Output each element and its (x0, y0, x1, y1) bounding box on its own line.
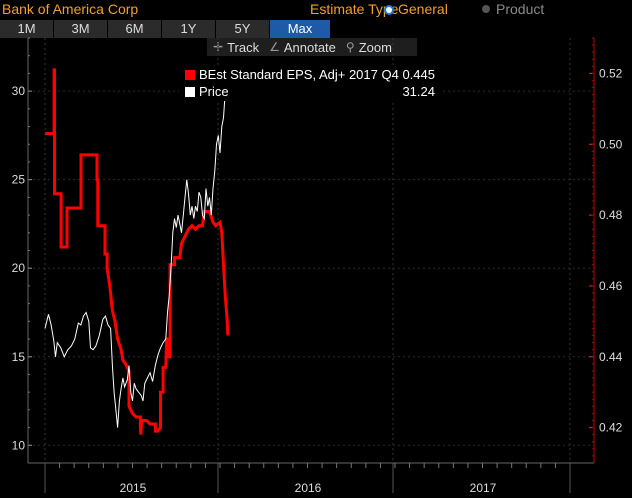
eps-series-line (45, 68, 230, 435)
legend-value-price: 31.24 (402, 84, 435, 99)
tab-max[interactable]: Max (270, 20, 331, 38)
track-button[interactable]: ✛ Track (213, 40, 259, 55)
crosshair-icon: ✛ (213, 40, 224, 54)
legend-item-price: Price 31.24 (185, 84, 435, 100)
chart-legend: BEst Standard EPS, Adj+ 2017 Q4 0.445 Pr… (179, 65, 441, 101)
radio-product-label: Product (496, 1, 545, 17)
radio-unselected-icon (482, 5, 490, 13)
legend-label-eps: BEst Standard EPS, Adj+ 2017 Q4 (199, 67, 399, 82)
x-axis-band (0, 463, 632, 498)
left-axis-tick-label: 30 (12, 84, 26, 98)
track-label: Track (227, 39, 260, 55)
tab-5y[interactable]: 5Y (216, 20, 270, 38)
annotate-label: Annotate (283, 39, 336, 55)
right-axis-tick-label: 0.52 (599, 66, 623, 80)
tab-1y[interactable]: 1Y (162, 20, 216, 38)
annotate-button[interactable]: ∠ Annotate (269, 40, 336, 55)
tab-6m[interactable]: 6M (108, 20, 162, 38)
left-axis-tick-label: 15 (12, 350, 26, 364)
legend-swatch-price (185, 87, 195, 97)
left-axis-tick-label: 25 (12, 173, 26, 187)
right-axis-tick-label: 0.50 (599, 137, 623, 151)
x-axis-year-label: 2017 (470, 481, 497, 495)
tab-1m[interactable]: 1M (0, 20, 54, 38)
right-axis-tick-label: 0.44 (599, 350, 623, 364)
legend-value-eps: 0.445 (402, 67, 435, 82)
tab-3m[interactable]: 3M (54, 20, 108, 38)
right-axis-tick-label: 0.48 (599, 208, 623, 222)
x-axis-year-label: 2015 (120, 481, 147, 495)
zoom-label: Zoom (358, 39, 392, 55)
range-tabs: 1M 3M 6M 1Y 5Y Max (0, 20, 632, 38)
price-series-line (44, 69, 230, 428)
right-axis-tick-label: 0.46 (599, 279, 623, 293)
radio-selected-icon (386, 7, 392, 13)
left-axis-tick-label: 20 (12, 261, 26, 275)
zoom-button[interactable]: ⚲ Zoom (346, 40, 392, 55)
radio-general[interactable]: General (386, 1, 448, 17)
legend-swatch-eps (185, 70, 195, 80)
radio-general-label: General (398, 1, 448, 17)
legend-item-eps: BEst Standard EPS, Adj+ 2017 Q4 0.445 (185, 67, 435, 83)
radio-product[interactable]: Product (482, 1, 544, 17)
x-axis-year-label: 2016 (295, 481, 322, 495)
left-axis-tick-label: 10 (12, 438, 26, 452)
company-name: Bank of America Corp (2, 1, 139, 17)
pencil-icon: ∠ (269, 40, 280, 54)
header-bar: Bank of America Corp Estimate Type Gener… (0, 0, 632, 20)
estimate-type-label: Estimate Type (310, 1, 399, 17)
chart-toolbar: ✛ Track ∠ Annotate ⚲ Zoom (207, 38, 417, 56)
legend-label-price: Price (199, 84, 229, 99)
right-axis-tick-label: 0.42 (599, 421, 623, 435)
magnifier-icon: ⚲ (345, 40, 355, 54)
